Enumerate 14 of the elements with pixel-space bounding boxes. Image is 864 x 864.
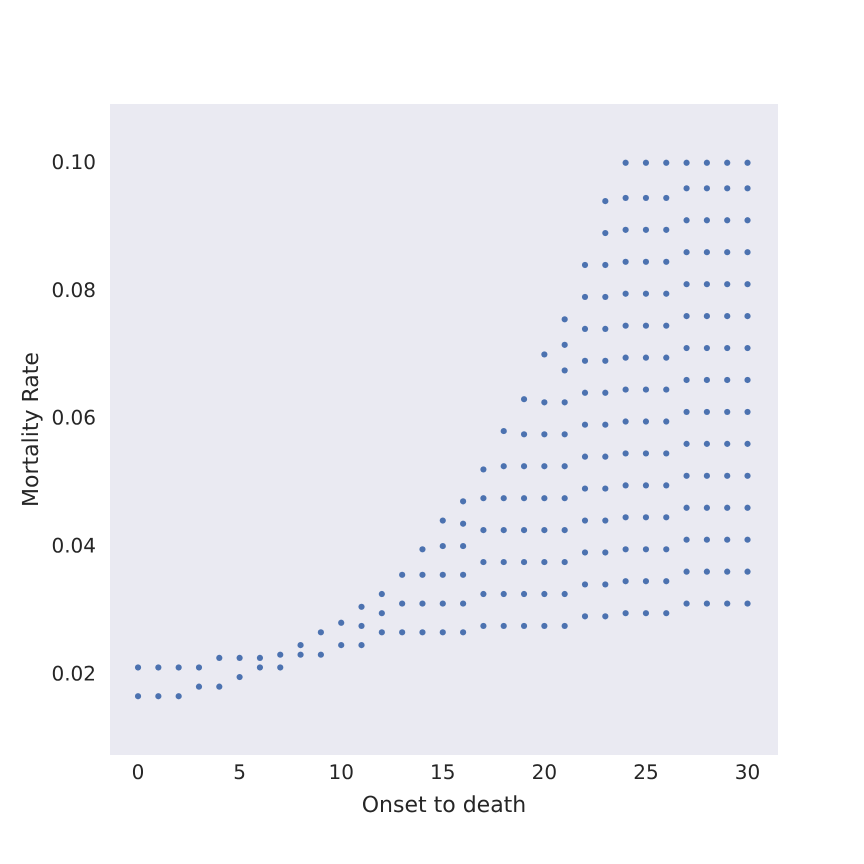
y-tick-label: 0.04 bbox=[51, 533, 96, 558]
x-tick-label: 20 bbox=[532, 760, 558, 784]
x-tick-label: 10 bbox=[328, 760, 354, 784]
y-tick-label: 0.10 bbox=[51, 150, 96, 174]
x-axis-title: Onset to death bbox=[362, 793, 526, 818]
y-tick-label: 0.06 bbox=[51, 406, 96, 430]
x-tick-label: 25 bbox=[633, 760, 659, 784]
x-tick-label: 15 bbox=[430, 760, 456, 784]
x-tick-label: 5 bbox=[233, 760, 246, 784]
y-tick-label: 0.08 bbox=[51, 278, 96, 302]
y-axis-title: Mortality Rate bbox=[19, 352, 44, 507]
x-tick-label: 30 bbox=[734, 760, 760, 784]
x-tick-label: 0 bbox=[132, 760, 144, 784]
y-tick-label: 0.02 bbox=[51, 661, 96, 686]
